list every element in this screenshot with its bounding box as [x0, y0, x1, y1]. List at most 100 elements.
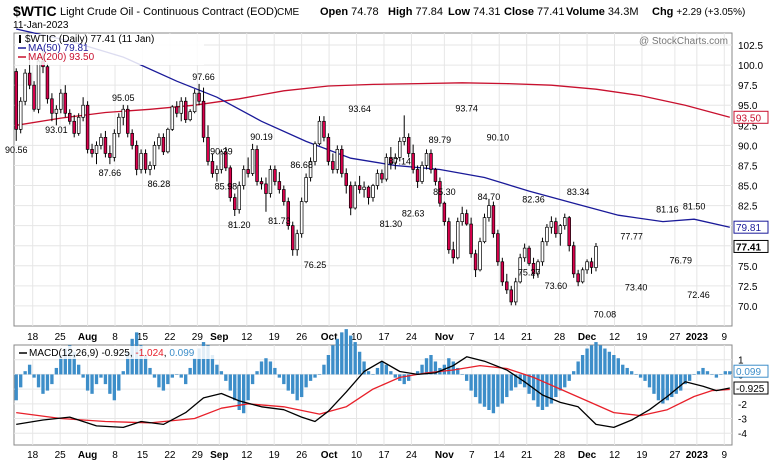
candle: [125, 105, 130, 138]
candle: [130, 129, 134, 150]
legend-signal-value: -1.024: [135, 348, 164, 359]
candle: [322, 116, 326, 142]
macd-tick-label: -4: [738, 429, 747, 440]
histogram-bar: [41, 374, 45, 394]
x-tick-label: 28: [554, 450, 566, 461]
candle-body: [580, 269, 585, 283]
legend-price: $WTIC (Daily) 77.41 (11 Jan): [25, 34, 154, 45]
price-annotation: 81.73: [268, 216, 291, 226]
candle-body: [540, 241, 545, 263]
candle: [237, 181, 241, 214]
candle-body: [85, 104, 90, 150]
candle: [344, 168, 348, 194]
candle-body: [68, 112, 72, 122]
candle-body: [206, 137, 210, 162]
candle-body: [500, 261, 505, 283]
histogram-bar: [36, 374, 41, 388]
candle-body: [94, 145, 99, 154]
candle: [384, 153, 389, 182]
candle: [63, 85, 68, 118]
legend-ma200: MA(200) 93.50: [28, 52, 95, 63]
candle: [59, 89, 63, 114]
x-tick-label: 14: [494, 332, 506, 343]
price-panel-frame: [13, 32, 733, 327]
candle-body: [487, 205, 491, 218]
histogram-bar: [389, 371, 393, 375]
candle-body: [380, 173, 384, 180]
price-tick-label: 95.0: [738, 101, 758, 112]
histogram-bar: [460, 374, 464, 375]
histogram-bar: [433, 361, 438, 375]
candle: [179, 97, 183, 122]
histogram-bar: [380, 361, 384, 375]
candle-body: [464, 213, 469, 225]
candle-body: [210, 161, 215, 174]
histogram-bar: [514, 374, 518, 388]
histogram-bar: [687, 374, 692, 381]
x-tick-label: 9: [722, 450, 728, 461]
candle: [522, 243, 527, 262]
price-annotation: 83.34: [567, 187, 590, 197]
candle: [456, 217, 460, 260]
histogram-bar: [371, 374, 375, 375]
macd-tag-box: [733, 364, 769, 378]
candle-body: [197, 92, 201, 102]
histogram-bar: [313, 374, 317, 378]
candle: [18, 97, 23, 134]
x-tick-label: 17: [378, 332, 390, 343]
price-tick-label: 72.5: [738, 282, 758, 293]
candles: [14, 49, 598, 306]
x-tick-label: 19: [269, 332, 281, 343]
candle: [549, 216, 554, 234]
volume-value: 34.3M: [608, 6, 639, 18]
candle: [415, 165, 420, 188]
candle: [438, 177, 442, 207]
candle-body: [398, 141, 402, 158]
histogram-bar: [14, 374, 18, 401]
histogram-bar: [469, 374, 473, 391]
macd-tick-label: -3: [738, 415, 747, 426]
candle: [424, 149, 429, 170]
histogram-bar: [94, 374, 99, 385]
histogram-bar: [228, 374, 232, 391]
candle-body: [420, 165, 424, 182]
histogram-bar: [612, 355, 616, 375]
candle-body: [50, 98, 54, 114]
price-x-axis: 18 25 Aug 8 15 22 29 Sep 12 19 26 Oct 10 17 24 Nov 7 14 21…: [27, 332, 727, 343]
candle-body: [125, 108, 130, 134]
low-label: Low: [448, 6, 470, 18]
candle: [313, 141, 317, 166]
candle-body: [166, 128, 170, 153]
price-annotation: 90.39: [210, 146, 233, 156]
candle: [99, 133, 103, 150]
candle-body: [286, 201, 290, 227]
x-tick-label: 10: [351, 332, 363, 343]
x-tick-label: 18: [27, 450, 39, 461]
candle: [308, 157, 313, 182]
legend-sep-2: ,: [164, 348, 170, 359]
candle: [406, 133, 411, 158]
ma200-line: [16, 82, 730, 126]
x-tick-label: 12: [609, 332, 621, 343]
candle: [518, 253, 522, 284]
histogram-bar: [625, 367, 629, 375]
candle-body: [371, 185, 375, 198]
histogram-bar: [473, 374, 478, 398]
x-tick-label: 19: [636, 450, 648, 461]
x-tick-label: 24: [406, 332, 418, 343]
histogram-bar: [647, 374, 652, 388]
candle-body: [295, 233, 299, 251]
candle-body: [237, 185, 241, 210]
candle-body: [27, 72, 32, 86]
candle-body: [571, 245, 576, 275]
candle-body: [447, 221, 451, 251]
candle-body: [224, 151, 228, 169]
histogram-bar: [464, 374, 469, 381]
x-tick-label: 9: [722, 332, 728, 343]
histogram-bar: [607, 351, 612, 375]
candle-body: [108, 153, 112, 158]
ma200-path: [16, 82, 730, 126]
candle-body: [277, 181, 282, 190]
candle: [380, 169, 384, 184]
